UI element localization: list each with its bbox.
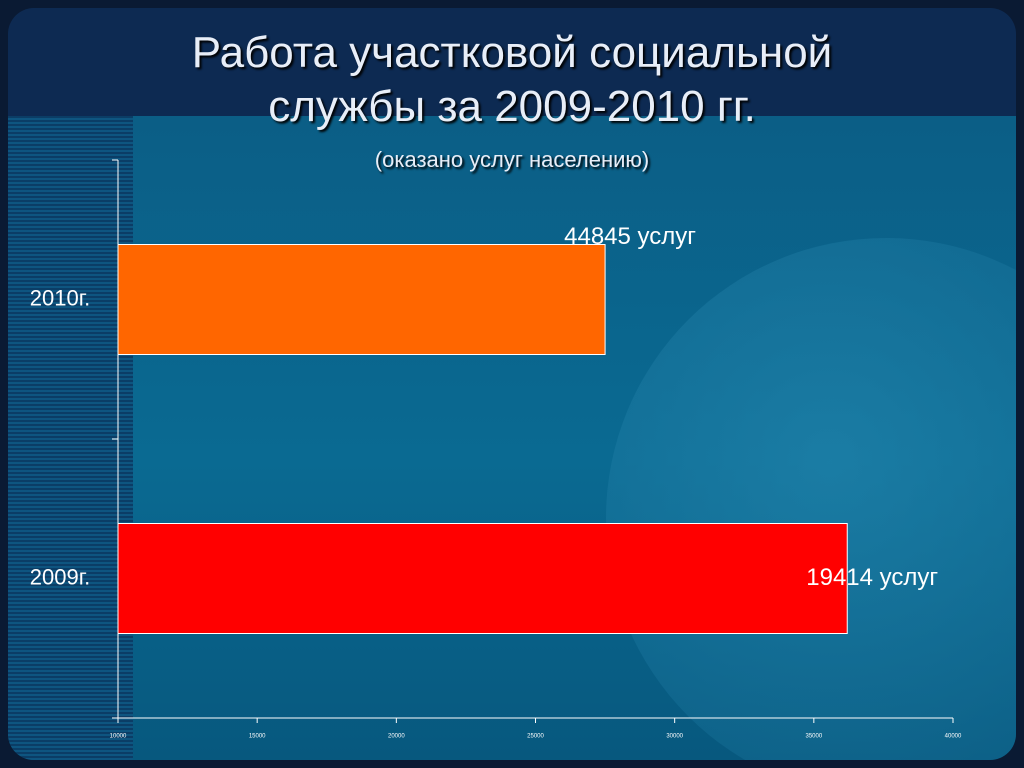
- bar: [117, 523, 848, 634]
- y-tick-label: 2009г.: [30, 564, 90, 589]
- x-tick-label: 25000: [527, 734, 544, 740]
- x-tick-label: 10000: [110, 734, 127, 740]
- x-tick-label: 35000: [805, 734, 822, 740]
- stripe-panel: [8, 116, 133, 760]
- x-tick-label: 15000: [249, 734, 266, 740]
- x-tick-label: 30000: [666, 734, 683, 740]
- y-tick-label: 2010г.: [30, 285, 90, 310]
- x-tick-label: 20000: [388, 734, 405, 740]
- chart-title: Работа участковой социальной службы за 2…: [191, 28, 833, 131]
- chart-subtitle: (оказано услуг населению): [374, 147, 650, 172]
- x-tick-label: 40000: [945, 734, 962, 740]
- bar: [117, 244, 606, 355]
- value-annotation: 19414 услуг: [806, 564, 938, 591]
- value-annotation: 44845 услуг: [564, 223, 696, 250]
- slide-background: [8, 8, 1016, 760]
